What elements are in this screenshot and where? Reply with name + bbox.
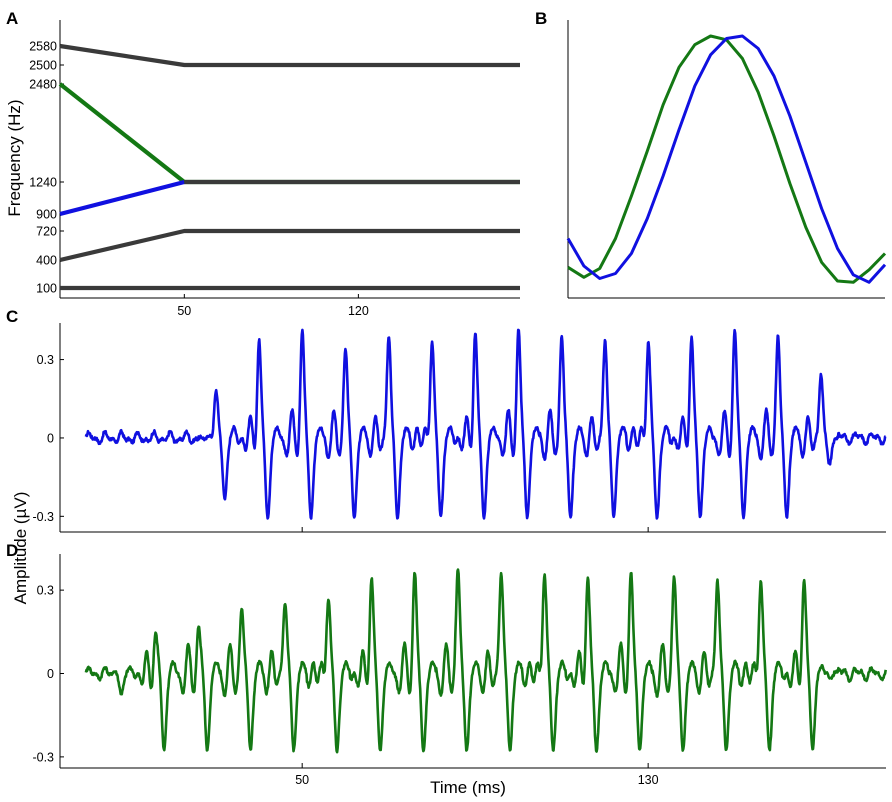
panel-a-ytick-label: 400 [36, 254, 57, 268]
amplitude-ylabel: Amplitude (µV) [11, 492, 30, 605]
panel-xtick-label: 50 [295, 773, 309, 787]
panel-ytick-label: 0.3 [37, 584, 54, 598]
panel-ytick-label: 0 [47, 431, 54, 445]
panel-d-label: D [6, 541, 18, 560]
panel-xtick-label: 130 [638, 773, 659, 787]
panel-a-gray-formant-line [59, 228, 520, 263]
panel-c-label: C [6, 307, 18, 326]
panel-a-label: A [6, 9, 18, 28]
panel-d-waveform [84, 568, 887, 754]
panel-a-ytick-label: 2480 [29, 78, 57, 92]
panel-c-ticks: 0.3 0 -0.3 [32, 353, 649, 532]
panel-a-ticks: 2580 2500 2480 1240 900 720 400 100 50 120 [29, 40, 369, 319]
panel-a-ylabel: Frequency (Hz) [5, 99, 24, 216]
panel-a-ytick-label: 2580 [29, 40, 57, 54]
panel-a-green-formant-line [58, 82, 520, 185]
panel-ytick-label: -0.3 [32, 750, 54, 764]
panel-ytick-label: -0.3 [32, 510, 54, 524]
panel-d-ticks: 0.3 0 -0.3 50 130 [32, 584, 658, 787]
panel-b: B [535, 9, 887, 299]
panel-b-blue-cycle [566, 34, 887, 284]
panel-a: A 2580 2500 2480 1240 900 720 400 100 50 120 Freq… [5, 9, 520, 318]
panel-a-xtick-label: 120 [348, 304, 369, 318]
panel-ytick-label: 0.3 [37, 353, 54, 367]
panel-d: D 0.3 0 -0.3 50 130 Time (ms) [6, 541, 887, 797]
panel-a-ytick-label: 900 [36, 208, 57, 222]
panel-a-blue-formant-line [59, 179, 185, 217]
panel-d-xlabel: Time (ms) [430, 778, 506, 797]
panel-ytick-label: 0 [47, 667, 54, 681]
panel-a-lines [58, 43, 520, 291]
panel-c: C 0.3 0 -0.3 [6, 307, 887, 533]
panel-c-waveform [84, 328, 887, 520]
panel-a-ytick-label: 2500 [29, 59, 57, 73]
panel-a-gray-formant-line [59, 43, 520, 68]
panel-a-xtick-label: 50 [177, 304, 191, 318]
panel-b-label: B [535, 9, 547, 28]
panel-a-ytick-label: 100 [36, 282, 57, 296]
panel-b-lines [566, 34, 887, 284]
panel-a-ytick-label: 720 [36, 225, 57, 239]
panel-a-ytick-label: 1240 [29, 176, 57, 190]
